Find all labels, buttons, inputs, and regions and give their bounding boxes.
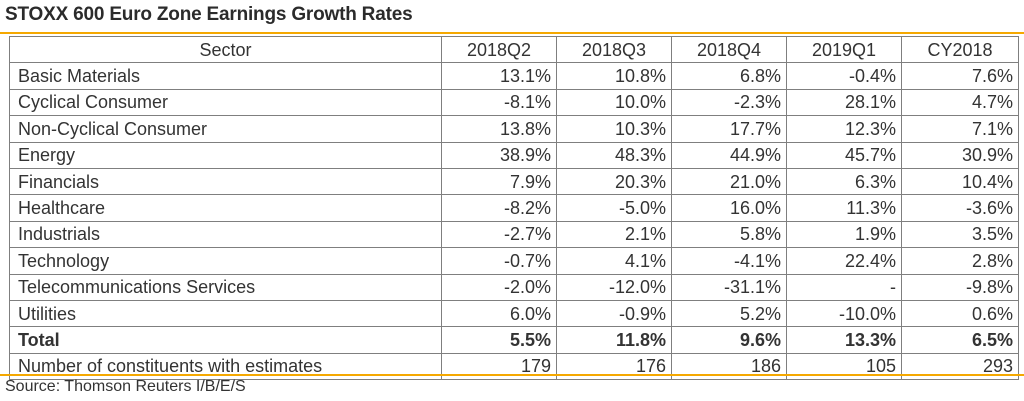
- sector-cell: Cyclical Consumer: [9, 88, 442, 117]
- value-cell: -31.1%: [671, 273, 787, 301]
- value-cell: 2.8%: [901, 247, 1019, 275]
- value-cell: 5.8%: [671, 220, 787, 249]
- value-cell: 48.3%: [556, 141, 672, 169]
- header-cy2018: CY2018: [901, 35, 1019, 64]
- sector-cell: Healthcare: [9, 194, 442, 222]
- sector-cell: Telecommunications Services: [9, 273, 442, 301]
- value-cell: -5.0%: [556, 194, 672, 222]
- value-cell: 21.0%: [671, 167, 787, 196]
- value-cell: -4.1%: [671, 247, 787, 275]
- bottom-accent-rule: [0, 374, 1024, 376]
- table-row: Industrials -2.7% 2.1% 5.8% 1.9% 3.5%: [9, 220, 1019, 249]
- table-row: Non-Cyclical Consumer 13.8% 10.3% 17.7% …: [9, 115, 1019, 143]
- value-cell: 44.9%: [671, 141, 787, 169]
- value-cell: 22.4%: [786, 247, 902, 275]
- total-value-cell: 11.8%: [556, 326, 672, 354]
- value-cell: 4.7%: [901, 88, 1019, 117]
- table-row: Basic Materials 13.1% 10.8% 6.8% -0.4% 7…: [9, 62, 1019, 90]
- value-cell: -0.9%: [556, 299, 672, 328]
- header-sector: Sector: [9, 35, 442, 64]
- total-value-cell: 5.5%: [441, 326, 557, 354]
- value-cell: -0.4%: [786, 62, 902, 90]
- table-row: Utilities 6.0% -0.9% 5.2% -10.0% 0.6%: [9, 299, 1019, 328]
- sector-cell: Energy: [9, 141, 442, 169]
- value-cell: 10.3%: [556, 115, 672, 143]
- table-row: Telecommunications Services -2.0% -12.0%…: [9, 273, 1019, 301]
- value-cell: -2.0%: [441, 273, 557, 301]
- value-cell: -2.7%: [441, 220, 557, 249]
- value-cell: 2.1%: [556, 220, 672, 249]
- header-2018q3: 2018Q3: [556, 35, 672, 64]
- sector-cell: Basic Materials: [9, 62, 442, 90]
- value-cell: 12.3%: [786, 115, 902, 143]
- value-cell: -2.3%: [671, 88, 787, 117]
- table-row: Cyclical Consumer -8.1% 10.0% -2.3% 28.1…: [9, 88, 1019, 117]
- value-cell: 6.3%: [786, 167, 902, 196]
- sector-cell: Technology: [9, 247, 442, 275]
- value-cell: -8.2%: [441, 194, 557, 222]
- sector-cell: Non-Cyclical Consumer: [9, 115, 442, 143]
- top-accent-rule: [0, 32, 1024, 34]
- value-cell: 5.2%: [671, 299, 787, 328]
- value-cell: 10.8%: [556, 62, 672, 90]
- value-cell: 7.1%: [901, 115, 1019, 143]
- value-cell: 16.0%: [671, 194, 787, 222]
- total-value-cell: 9.6%: [671, 326, 787, 354]
- total-value-cell: 13.3%: [786, 326, 902, 354]
- value-cell: -12.0%: [556, 273, 672, 301]
- table-row: Healthcare -8.2% -5.0% 16.0% 11.3% -3.6%: [9, 194, 1019, 222]
- value-cell: 1.9%: [786, 220, 902, 249]
- value-cell: 38.9%: [441, 141, 557, 169]
- total-label-cell: Total: [9, 326, 442, 354]
- value-cell: 6.0%: [441, 299, 557, 328]
- value-cell: -9.8%: [901, 273, 1019, 301]
- table-title: STOXX 600 Euro Zone Earnings Growth Rate…: [5, 4, 413, 25]
- value-cell: -3.6%: [901, 194, 1019, 222]
- value-cell: 3.5%: [901, 220, 1019, 249]
- table-row: Financials 7.9% 20.3% 21.0% 6.3% 10.4%: [9, 167, 1019, 196]
- value-cell: 30.9%: [901, 141, 1019, 169]
- value-cell: 11.3%: [786, 194, 902, 222]
- source-note: Source: Thomson Reuters I/B/E/S: [5, 378, 246, 395]
- header-2018q2: 2018Q2: [441, 35, 557, 64]
- total-row: Total 5.5% 11.8% 9.6% 13.3% 6.5%: [9, 326, 1019, 354]
- value-cell: -0.7%: [441, 247, 557, 275]
- header-2018q4: 2018Q4: [671, 35, 787, 64]
- value-cell: 10.0%: [556, 88, 672, 117]
- value-cell: 45.7%: [786, 141, 902, 169]
- sector-cell: Utilities: [9, 299, 442, 328]
- earnings-growth-table: Sector 2018Q2 2018Q3 2018Q4 2019Q1 CY201…: [9, 35, 1019, 381]
- table-row: Technology -0.7% 4.1% -4.1% 22.4% 2.8%: [9, 247, 1019, 275]
- value-cell: 28.1%: [786, 88, 902, 117]
- value-cell: 10.4%: [901, 167, 1019, 196]
- sector-cell: Financials: [9, 167, 442, 196]
- value-cell: 20.3%: [556, 167, 672, 196]
- header-2019q1: 2019Q1: [786, 35, 902, 64]
- value-cell: 17.7%: [671, 115, 787, 143]
- value-cell: 7.9%: [441, 167, 557, 196]
- sector-cell: Industrials: [9, 220, 442, 249]
- value-cell: -10.0%: [786, 299, 902, 328]
- value-cell: 13.1%: [441, 62, 557, 90]
- value-cell: 4.1%: [556, 247, 672, 275]
- total-value-cell: 6.5%: [901, 326, 1019, 354]
- value-cell: 7.6%: [901, 62, 1019, 90]
- value-cell: 6.8%: [671, 62, 787, 90]
- value-cell: 13.8%: [441, 115, 557, 143]
- header-row: Sector 2018Q2 2018Q3 2018Q4 2019Q1 CY201…: [9, 35, 1019, 64]
- value-cell: -: [786, 273, 902, 301]
- table-row: Energy 38.9% 48.3% 44.9% 45.7% 30.9%: [9, 141, 1019, 169]
- value-cell: -8.1%: [441, 88, 557, 117]
- value-cell: 0.6%: [901, 299, 1019, 328]
